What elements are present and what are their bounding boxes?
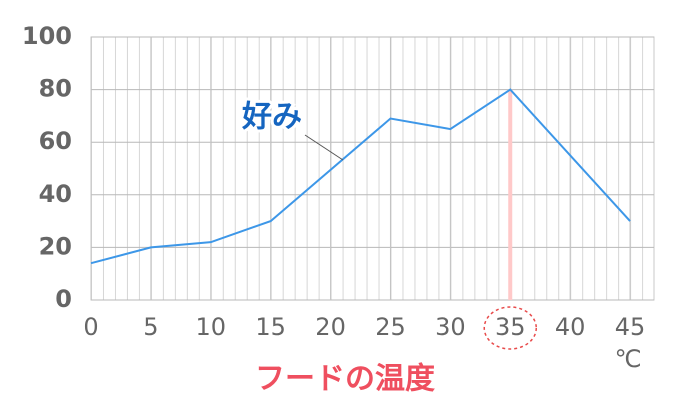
x-tick-label: 0: [83, 313, 98, 341]
x-tick-label: 15: [255, 313, 286, 341]
x-axis-label: フードの温度: [255, 362, 435, 397]
annotation-arrow: [304, 134, 344, 161]
plot-area: [90, 36, 655, 301]
x-tick-label: 40: [555, 313, 586, 341]
annotation: 好み: [241, 100, 302, 135]
marks: [90, 88, 631, 300]
series-line: [90, 88, 631, 265]
highlight-circle: [483, 306, 538, 350]
x-tick-label: 20: [315, 313, 346, 341]
x-tick-label: 25: [375, 313, 406, 341]
y-tick-label: 0: [55, 285, 72, 313]
y-tick-label: 20: [39, 232, 72, 260]
x-tick-label: 45: [615, 313, 646, 341]
x-unit: ℃: [615, 345, 642, 373]
y-tick-label: 80: [39, 75, 72, 103]
x-tick-label: 10: [196, 313, 227, 341]
x-tick-label: 35: [495, 313, 526, 341]
y-tick-label: 100: [22, 22, 72, 50]
x-tick-label: 30: [435, 313, 466, 341]
y-tick-label: 40: [39, 180, 72, 208]
x-tick-label: 5: [143, 313, 158, 341]
y-tick-label: 60: [39, 127, 72, 155]
